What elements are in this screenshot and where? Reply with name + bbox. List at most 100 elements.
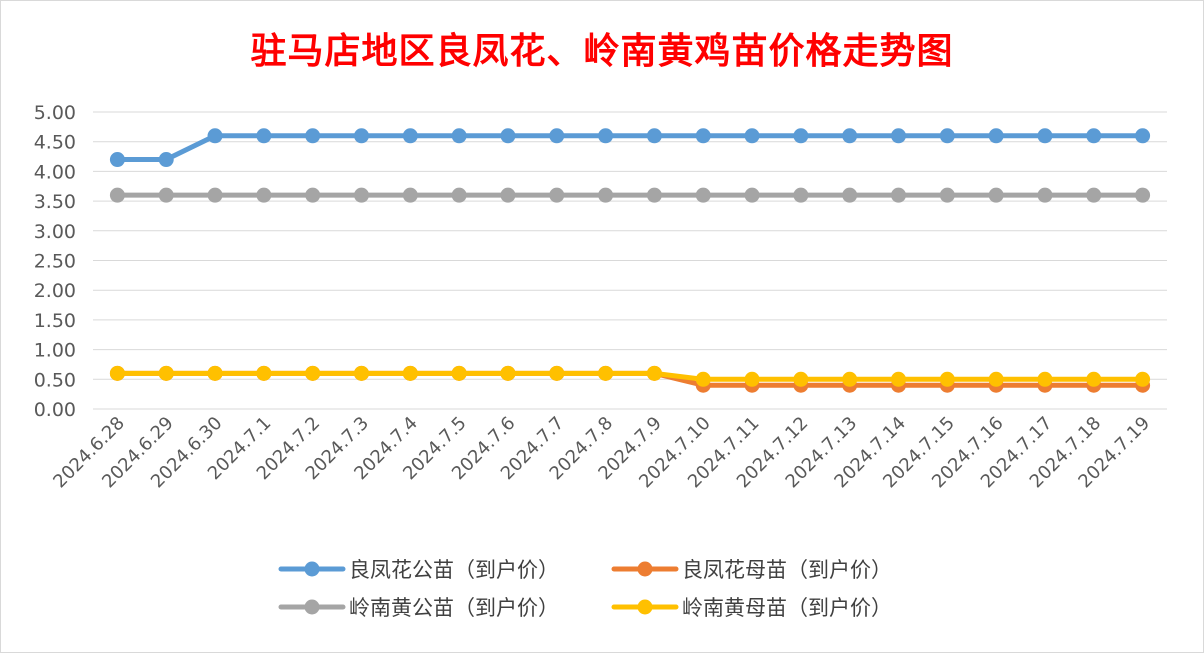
data-point bbox=[744, 187, 760, 203]
data-point bbox=[354, 365, 369, 381]
data-point bbox=[1086, 128, 1102, 144]
data-point bbox=[354, 187, 369, 203]
data-point bbox=[207, 187, 223, 203]
series-ln_gongmiao bbox=[109, 187, 1151, 203]
data-point bbox=[109, 152, 125, 168]
data-point bbox=[207, 365, 223, 381]
data-point bbox=[646, 187, 662, 203]
data-point bbox=[842, 187, 858, 203]
y-tick-label: 2.00 bbox=[34, 280, 76, 302]
data-point bbox=[1135, 371, 1151, 387]
data-point bbox=[646, 365, 662, 381]
data-point bbox=[1135, 187, 1151, 203]
y-tick-label: 1.50 bbox=[34, 310, 76, 332]
data-point bbox=[695, 128, 711, 144]
y-tick-label: 1.00 bbox=[34, 340, 76, 362]
data-point bbox=[744, 371, 760, 387]
y-tick-label: 2.50 bbox=[34, 251, 76, 273]
x-axis-ticks: 2024.6.282024.6.292024.6.302024.7.12024.… bbox=[49, 413, 1154, 493]
y-tick-label: 3.50 bbox=[34, 191, 76, 213]
data-point bbox=[939, 187, 955, 203]
data-point bbox=[891, 128, 906, 144]
data-point bbox=[451, 128, 467, 144]
data-point bbox=[793, 128, 809, 144]
data-point bbox=[1086, 187, 1102, 203]
legend-label: 良凤花母苗（到户价） bbox=[682, 558, 892, 582]
data-point bbox=[744, 128, 760, 144]
legend-item-lf_mumiao: 良凤花母苗（到户价） bbox=[611, 558, 892, 582]
data-point bbox=[1037, 187, 1053, 203]
data-point bbox=[256, 187, 272, 203]
data-point bbox=[939, 371, 955, 387]
legend-swatch-marker bbox=[637, 599, 653, 615]
legend-swatch-marker bbox=[304, 561, 320, 577]
data-point bbox=[598, 187, 614, 203]
data-point bbox=[402, 365, 418, 381]
data-point bbox=[939, 128, 955, 144]
data-point bbox=[793, 371, 809, 387]
data-point bbox=[500, 365, 516, 381]
data-point bbox=[354, 128, 369, 144]
data-point bbox=[305, 128, 321, 144]
legend-swatch-marker bbox=[637, 561, 653, 577]
y-tick-label: 0.50 bbox=[34, 369, 76, 391]
data-point bbox=[451, 365, 467, 381]
data-point bbox=[158, 152, 174, 168]
legend-label: 岭南黄母苗（到户价） bbox=[682, 596, 892, 620]
data-point bbox=[891, 187, 906, 203]
data-point bbox=[109, 187, 125, 203]
legend-item-lf_gongmiao: 良凤花公苗（到户价） bbox=[278, 558, 559, 582]
data-point bbox=[891, 371, 906, 387]
data-point bbox=[256, 128, 272, 144]
y-tick-label: 3.00 bbox=[34, 221, 76, 243]
legend: 良凤花公苗（到户价） 良凤花母苗（到户价） 岭南黄公苗（到户价） 岭南黄母苗（到户价） bbox=[278, 558, 892, 620]
data-point bbox=[549, 187, 565, 203]
data-point bbox=[842, 371, 858, 387]
data-point bbox=[500, 128, 516, 144]
data-point bbox=[1135, 128, 1151, 144]
data-point bbox=[1086, 371, 1102, 387]
legend-label: 良凤花公苗（到户价） bbox=[349, 558, 559, 582]
data-point bbox=[451, 187, 467, 203]
legend-label: 岭南黄公苗（到户价） bbox=[349, 596, 559, 620]
data-point bbox=[549, 365, 565, 381]
data-point bbox=[988, 371, 1004, 387]
data-point bbox=[598, 128, 614, 144]
legend-item-ln_gongmiao: 岭南黄公苗（到户价） bbox=[278, 596, 559, 620]
data-point bbox=[256, 365, 272, 381]
series-line bbox=[114, 370, 1146, 382]
gridlines bbox=[93, 111, 1167, 410]
data-point bbox=[207, 128, 223, 144]
data-point bbox=[695, 187, 711, 203]
data-point bbox=[305, 365, 321, 381]
legend-swatch-marker bbox=[304, 599, 320, 615]
data-point bbox=[646, 128, 662, 144]
y-tick-label: 5.00 bbox=[34, 102, 76, 124]
data-point bbox=[305, 187, 321, 203]
y-tick-label: 4.00 bbox=[34, 161, 76, 183]
data-point bbox=[793, 187, 809, 203]
legend-item-ln_mumiao: 岭南黄母苗（到户价） bbox=[611, 596, 892, 620]
data-point bbox=[598, 365, 614, 381]
chart-title: 驻马店地区良凤花、岭南黄鸡苗价格走势图 bbox=[250, 30, 954, 72]
series-ln_mumiao bbox=[109, 365, 1151, 387]
series-line bbox=[114, 133, 1146, 163]
series-lines bbox=[109, 128, 1151, 393]
data-point bbox=[988, 187, 1004, 203]
data-point bbox=[842, 128, 858, 144]
data-point bbox=[158, 365, 174, 381]
data-point bbox=[1037, 128, 1053, 144]
data-point bbox=[988, 128, 1004, 144]
data-point bbox=[695, 371, 711, 387]
data-point bbox=[1037, 371, 1053, 387]
y-axis-ticks: 0.00 0.50 1.00 1.50 2.00 2.50 3.00 3.50 4.00 4.50… bbox=[34, 102, 76, 421]
data-point bbox=[402, 187, 418, 203]
data-point bbox=[158, 187, 174, 203]
data-point bbox=[500, 187, 516, 203]
data-point bbox=[109, 365, 125, 381]
y-tick-label: 0.00 bbox=[34, 399, 76, 421]
data-point bbox=[402, 128, 418, 144]
data-point bbox=[549, 128, 565, 144]
